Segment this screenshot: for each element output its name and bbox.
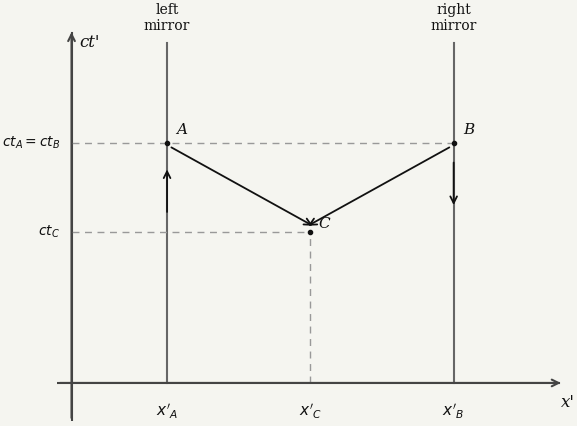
Text: left
mirror: left mirror <box>144 3 190 33</box>
Text: A: A <box>177 123 188 137</box>
Text: right
mirror: right mirror <box>430 3 477 33</box>
Text: $ct_C$: $ct_C$ <box>38 224 60 240</box>
Text: B: B <box>463 123 474 137</box>
Text: C: C <box>318 216 329 230</box>
Text: x': x' <box>561 394 575 411</box>
Text: ct': ct' <box>79 34 100 51</box>
Text: $x'_A$: $x'_A$ <box>156 402 178 421</box>
Text: $ct_A = ct_B$: $ct_A = ct_B$ <box>2 135 60 151</box>
Text: $x'_C$: $x'_C$ <box>299 402 322 421</box>
Text: $x'_B$: $x'_B$ <box>443 402 465 421</box>
